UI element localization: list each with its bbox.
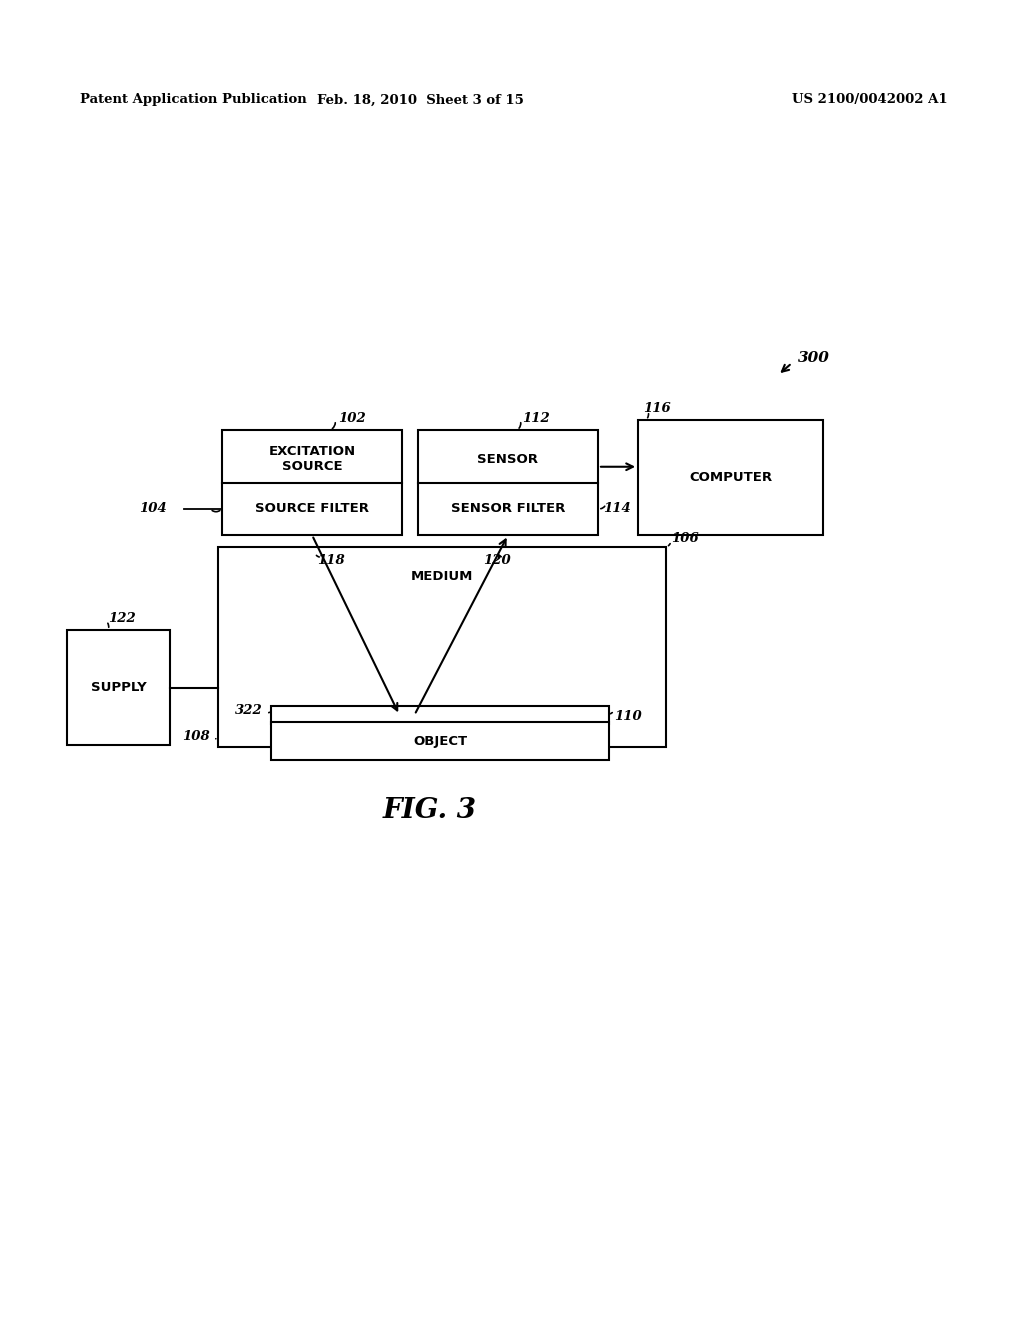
Text: 102: 102 [338, 412, 366, 425]
Bar [218, 546, 666, 747]
Text: FIG. 3: FIG. 3 [383, 796, 477, 824]
Text: OBJECT: OBJECT [413, 734, 467, 747]
Text: 112: 112 [522, 412, 550, 425]
Text: 114: 114 [603, 502, 631, 515]
Text: 322: 322 [236, 704, 263, 717]
Text: SENSOR: SENSOR [477, 453, 539, 466]
Text: 300: 300 [798, 351, 829, 366]
Text: 104: 104 [139, 502, 167, 515]
Bar [638, 420, 823, 535]
Text: MEDIUM: MEDIUM [411, 570, 473, 583]
Text: 120: 120 [483, 553, 511, 566]
Bar [271, 722, 609, 760]
Text: US 2100/0042002 A1: US 2100/0042002 A1 [793, 94, 948, 107]
Text: SOURCE FILTER: SOURCE FILTER [255, 502, 369, 515]
Text: 106: 106 [671, 532, 698, 545]
Text: EXCITATION
SOURCE: EXCITATION SOURCE [268, 445, 355, 474]
Text: COMPUTER: COMPUTER [689, 471, 772, 484]
Text: Patent Application Publication: Patent Application Publication [80, 94, 307, 107]
Text: 118: 118 [317, 553, 345, 566]
Bar [222, 430, 402, 535]
Bar [271, 706, 609, 723]
Text: 108: 108 [182, 730, 210, 743]
Text: SUPPLY: SUPPLY [91, 681, 146, 694]
Text: 110: 110 [614, 710, 642, 722]
Text: Feb. 18, 2010  Sheet 3 of 15: Feb. 18, 2010 Sheet 3 of 15 [316, 94, 523, 107]
Bar [418, 430, 598, 535]
Text: SENSOR FILTER: SENSOR FILTER [451, 502, 565, 515]
Text: 116: 116 [643, 401, 671, 414]
Text: 122: 122 [109, 611, 136, 624]
Bar [67, 630, 170, 744]
